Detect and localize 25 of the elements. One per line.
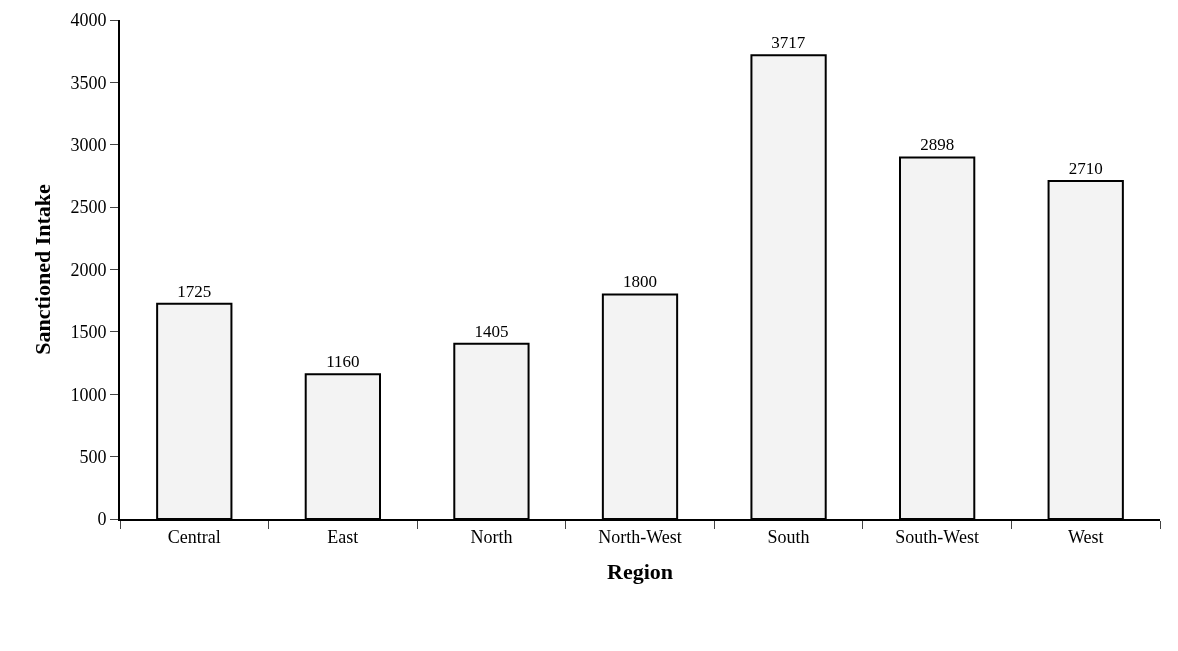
x-tick-label: South-West xyxy=(895,526,979,547)
y-axis-title: Sanctioned Intake xyxy=(29,184,55,355)
data-label: 1800 xyxy=(623,272,657,292)
x-tick-label: West xyxy=(1067,526,1104,547)
data-label: 3717 xyxy=(771,33,806,53)
x-tick-label: Central xyxy=(167,526,221,547)
y-tick-label: 4000 xyxy=(70,10,107,31)
y-tick-label: 2000 xyxy=(70,259,107,280)
data-label: 1405 xyxy=(474,321,509,341)
y-tick-label: 3500 xyxy=(70,72,107,93)
y-tick-label: 3000 xyxy=(70,135,107,156)
x-tick-label: South xyxy=(767,526,810,547)
x-tick-label: North xyxy=(470,526,513,547)
x-tick-label: East xyxy=(327,526,359,547)
data-label: 2898 xyxy=(920,135,955,155)
data-label: 2710 xyxy=(1068,158,1103,178)
y-tick-label: 1500 xyxy=(70,322,107,343)
y-tick-label: 1000 xyxy=(70,384,107,405)
x-axis-title: Region xyxy=(607,559,673,584)
data-label: 1160 xyxy=(326,352,360,372)
x-tick-label: North-West xyxy=(598,526,682,547)
y-tick-label: 2500 xyxy=(70,197,107,218)
data-label: 1725 xyxy=(177,281,212,301)
y-tick-label: 0 xyxy=(97,509,107,530)
y-tick-label: 500 xyxy=(79,446,107,467)
